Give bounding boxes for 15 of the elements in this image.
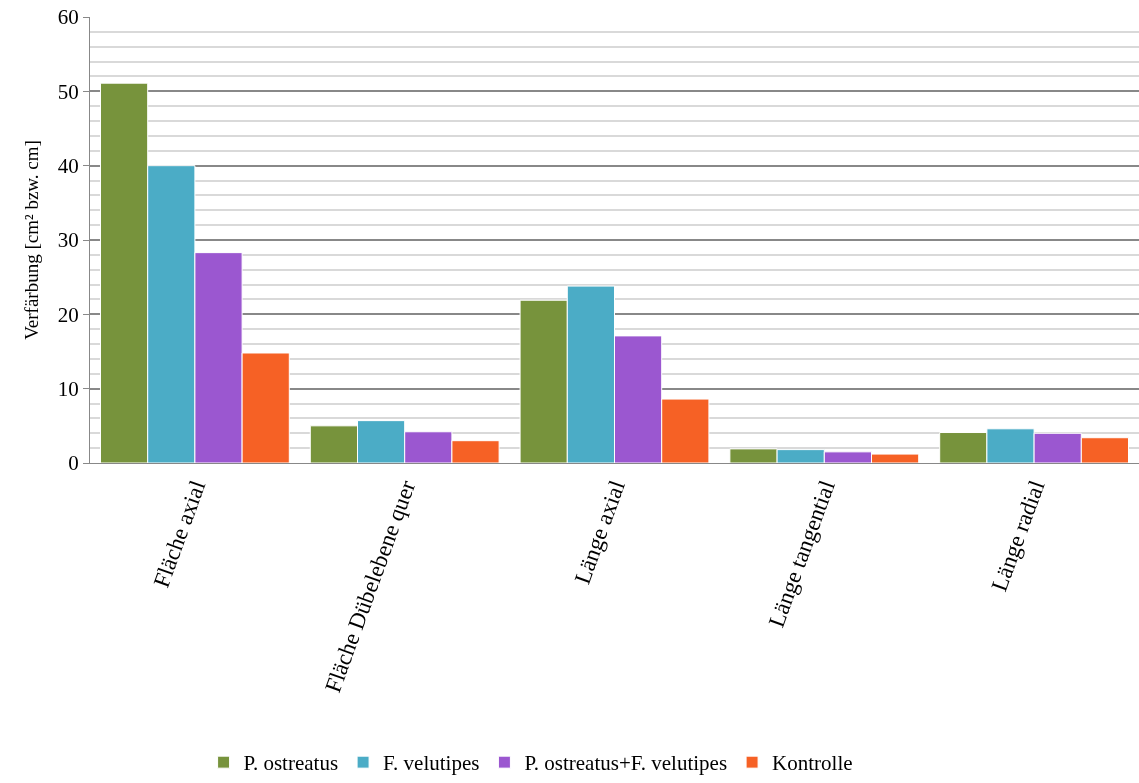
y-tick-label: 60	[57, 5, 79, 30]
y-tick-label: 50	[57, 79, 79, 104]
legend-label: F. velutipes	[383, 751, 480, 776]
y-tick-label: 10	[57, 377, 79, 402]
legend-label: P. ostreatus	[243, 751, 339, 776]
y-axis-title: Verfärbung [cm² bzw. cm]	[20, 140, 42, 340]
x-tick-label: Länge radial	[986, 477, 1050, 595]
legend-label: P. ostreatus+F. velutipes	[524, 751, 728, 776]
y-tick-label: 0	[68, 451, 79, 476]
y-tick-label: 20	[57, 302, 79, 327]
y-tick-label: 40	[57, 154, 79, 179]
x-tick-label: Fläche axial	[148, 477, 211, 591]
legend-label: Kontrolle	[772, 751, 853, 776]
y-tick-label: 30	[57, 228, 79, 253]
x-tick-label: Länge axial	[569, 477, 630, 588]
